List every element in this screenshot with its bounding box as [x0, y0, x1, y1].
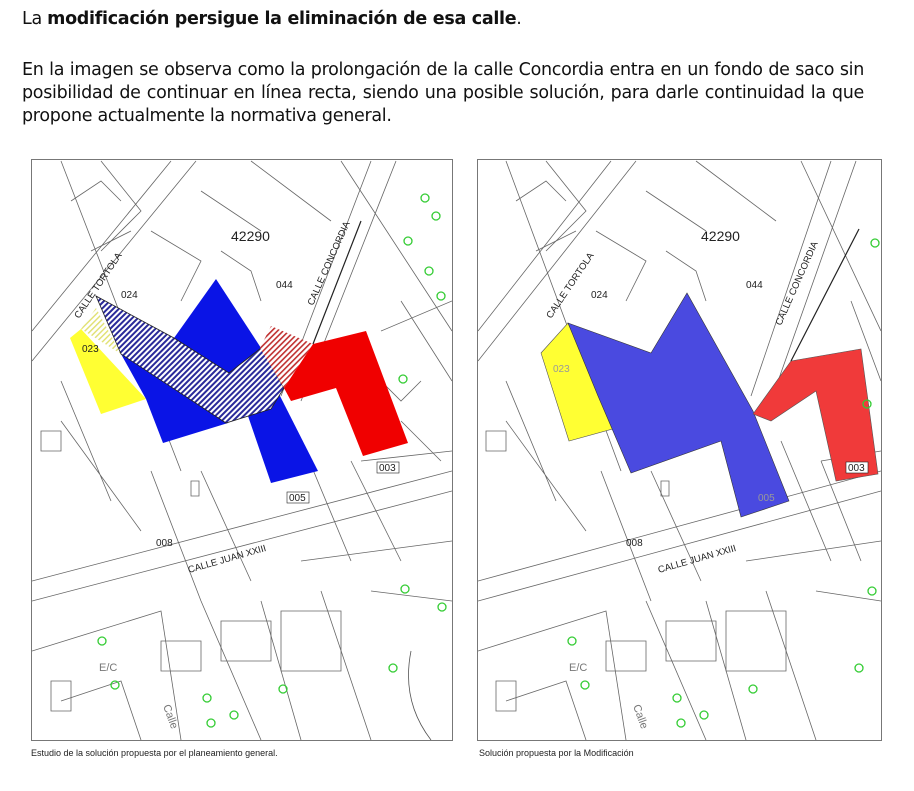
intro-suffix: .: [516, 9, 522, 29]
map-general-plan: 42290 024 044 023 005 003 008 CALLE TORT…: [31, 159, 453, 741]
cadastre-lines: [32, 160, 452, 740]
tree-icons: [97, 193, 447, 728]
intro-bold: modificación persigue la eliminación de …: [47, 9, 517, 29]
body-paragraph: En la imagen se observa como la prolonga…: [22, 60, 864, 126]
street-label-calle: Calle: [160, 703, 180, 731]
caption-modification: Solución propuesta por la Modificación: [479, 748, 634, 758]
parcel-label-044: 044: [746, 280, 763, 291]
map-general-plan-drawing: 42290 024 044 023 005 003 008 CALLE TORT…: [32, 160, 452, 740]
map-modification-drawing: 42290 024 044 023 005 003 008 CALLE TORT…: [478, 160, 881, 740]
parcel-label-005: 005: [758, 493, 775, 504]
cadastre-lines: [478, 160, 881, 740]
parcel-label-044: 044: [276, 280, 293, 291]
tree-icons: [567, 238, 880, 728]
parcel-label-003: 003: [379, 463, 396, 474]
parcel-003-red: [284, 331, 408, 456]
parcel-blue-upper: [174, 279, 261, 373]
block-number: 42290: [701, 228, 740, 244]
label-ec: E/C: [99, 662, 117, 674]
parcel-label-008: 008: [626, 538, 643, 549]
parcel-blue-merged: [567, 292, 790, 518]
map-modification: 42290 024 044 023 005 003 008 CALLE TORT…: [477, 159, 882, 741]
label-ec: E/C: [569, 662, 587, 674]
parcel-label-023: 023: [553, 364, 570, 375]
parcel-023-hatched: [81, 308, 121, 354]
street-label-calle: Calle: [630, 703, 650, 731]
intro-line: La modificación persigue la eliminación …: [22, 8, 864, 31]
parcel-label-005: 005: [289, 493, 306, 504]
street-label-concordia: CALLE CONCORDIA: [774, 239, 821, 327]
block-number: 42290: [231, 228, 270, 244]
parcel-label-023: 023: [82, 344, 99, 355]
parcel-label-024: 024: [121, 290, 138, 301]
parcel-label-008: 008: [156, 538, 173, 549]
parcel-023-yellow: [70, 329, 146, 414]
parcel-label-003: 003: [848, 463, 865, 474]
parcel-003-red: [752, 348, 879, 482]
caption-general-plan: Estudio de la solución propuesta por el …: [31, 748, 278, 758]
street-label-concordia: CALLE CONCORDIA: [306, 219, 353, 307]
street-label-juan-xxiii: CALLE JUAN XXIII: [187, 543, 268, 576]
parcel-005-blue: [248, 394, 318, 483]
parcel-blue-left: [121, 354, 228, 443]
parcel-label-024: 024: [591, 290, 608, 301]
parcel-red-hatched: [260, 326, 313, 388]
street-label-juan-xxiii: CALLE JUAN XXIII: [657, 543, 738, 576]
intro-prefix: La: [22, 9, 48, 29]
